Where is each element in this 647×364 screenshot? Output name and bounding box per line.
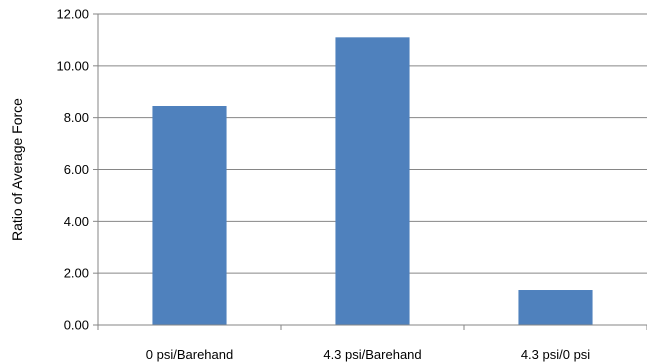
x-category-label: 4.3 psi/0 psi <box>521 347 590 362</box>
y-tick-label: 2.00 <box>64 266 89 281</box>
y-tick-label: 8.00 <box>64 110 89 125</box>
y-axis-title: Ratio of Average Force <box>9 98 25 241</box>
y-tick-label: 0.00 <box>64 318 89 333</box>
bar <box>335 37 410 325</box>
x-category-label: 0 psi/Barehand <box>146 347 233 362</box>
x-category-labels: 0 psi/Barehand 4.3 psi/Barehand 4.3 psi/0 … <box>146 347 591 362</box>
bar <box>152 106 227 325</box>
y-tick-label: 10.00 <box>56 58 89 73</box>
bars <box>152 37 593 325</box>
y-tick-labels: 0.00 2.00 4.00 6.00 8.00 10.00 12.00 <box>56 7 89 333</box>
y-tick-label: 4.00 <box>64 214 89 229</box>
y-tick-label: 12.00 <box>56 7 89 22</box>
y-tick-label: 6.00 <box>64 162 89 177</box>
axes <box>93 13 647 330</box>
bar <box>518 290 593 325</box>
x-category-label: 4.3 psi/Barehand <box>323 347 421 362</box>
